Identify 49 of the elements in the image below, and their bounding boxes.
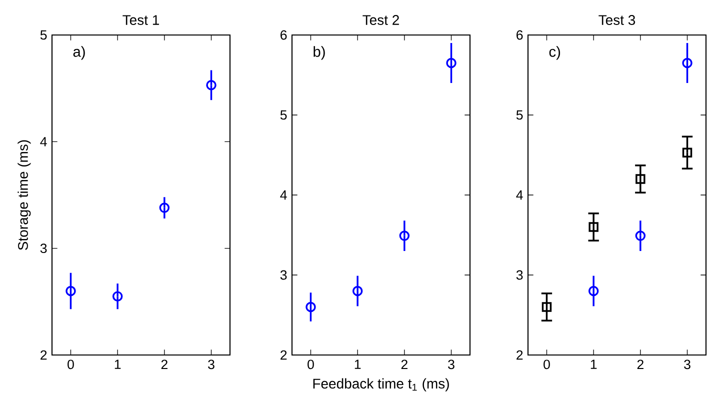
y-axis-title: Storage time (ms) — [18, 140, 31, 250]
point — [66, 286, 76, 296]
y-tick-label: 5 — [516, 110, 523, 120]
x-tick-label: 2 — [161, 360, 168, 370]
point — [636, 174, 646, 184]
x-tick-label: 3 — [208, 360, 214, 370]
annotation: a) — [73, 46, 85, 60]
point — [159, 202, 170, 213]
point — [306, 302, 316, 312]
y-tick-label: 4 — [280, 190, 287, 200]
y-tick-label: 2 — [40, 350, 47, 360]
y-tick-label: 4 — [516, 190, 523, 200]
x-tick-label: 2 — [401, 360, 408, 370]
point — [352, 286, 363, 296]
point — [682, 148, 692, 158]
point — [446, 58, 456, 68]
x-tick-label: 1 — [590, 360, 597, 369]
y-tick-label: 6 — [516, 30, 523, 40]
chart-title: Test 1 — [122, 15, 159, 25]
point — [206, 80, 216, 90]
y-tick-label: 2 — [280, 350, 287, 360]
chart-title: Test 3 — [598, 15, 636, 25]
y-tick-label: 6 — [280, 30, 287, 40]
y-tick-label: 3 — [280, 270, 287, 280]
y-tick-label: 4 — [40, 137, 47, 146]
chart-title: Test 2 — [362, 15, 399, 25]
x-axis-title: Feedback time t$_{1}$ (ms) — [313, 378, 449, 392]
y-tick-label: 5 — [280, 110, 287, 120]
x-tick-label: 3 — [684, 360, 690, 370]
x-tick-label: 2 — [637, 360, 644, 370]
x-tick-label: 1 — [354, 360, 361, 369]
x-tick-label: 0 — [544, 360, 550, 370]
point — [635, 230, 646, 241]
point — [542, 302, 552, 312]
x-tick-label: 3 — [448, 360, 454, 370]
point — [399, 230, 410, 241]
point — [588, 286, 599, 296]
x-tick-label: 1 — [114, 360, 121, 369]
y-tick-label: 3 — [40, 244, 47, 254]
point — [588, 222, 598, 232]
annotation: b) — [314, 46, 325, 60]
x-tick-label: 0 — [308, 360, 314, 370]
y-tick-label: 2 — [516, 350, 523, 360]
point — [112, 291, 123, 302]
y-tick-label: 5 — [40, 30, 47, 40]
y-tick-label: 3 — [516, 270, 523, 280]
x-tick-label: 0 — [68, 360, 74, 370]
annotation: c) — [549, 46, 560, 60]
point — [682, 58, 692, 68]
